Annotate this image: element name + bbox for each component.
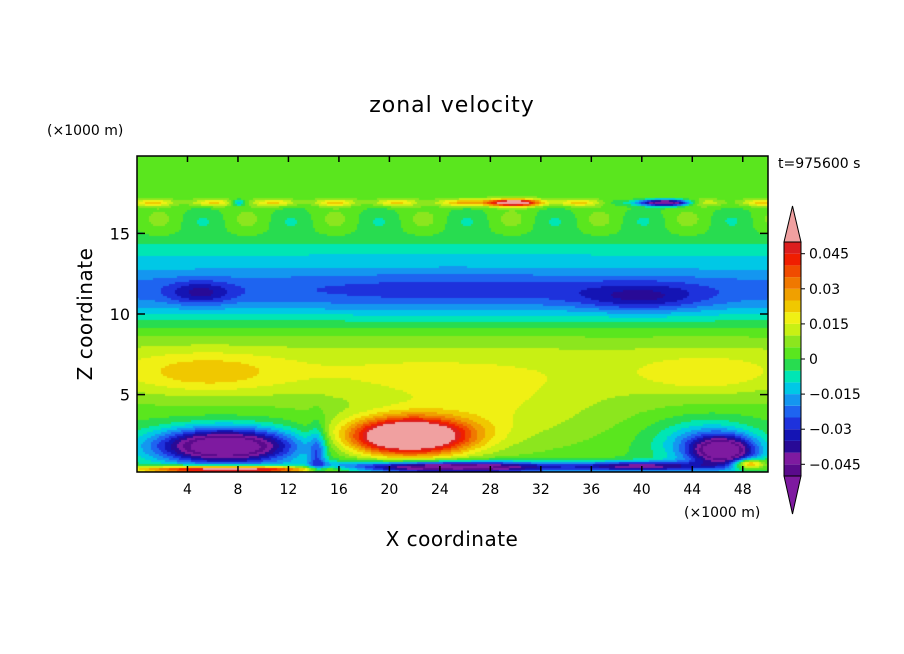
colorbar-segment	[784, 370, 801, 383]
colorbar-segment	[784, 312, 801, 324]
x-tick-label: 16	[330, 482, 348, 498]
x-tick-label: 32	[532, 482, 550, 498]
x-tick-label: 12	[280, 482, 298, 498]
colorbar-tick-label: 0.045	[809, 247, 849, 263]
colorbar-segment	[784, 405, 801, 418]
y-tick-label: 10	[110, 305, 130, 324]
x-axis-label: X coordinate	[386, 527, 519, 551]
x-units-label: (×1000 m)	[684, 505, 760, 521]
x-tick-label: 40	[633, 482, 651, 498]
colorbar-segment	[784, 359, 801, 371]
colorbar-segment	[784, 394, 801, 406]
colorbar-tick-label: −0.03	[809, 422, 852, 438]
colorbar-segment	[784, 464, 801, 476]
contour-field	[137, 156, 768, 472]
colorbar-under-arrow	[783, 475, 802, 515]
colorbar-segment	[784, 440, 801, 453]
colorbar-segment	[784, 417, 801, 430]
colorbar-segment	[784, 347, 801, 359]
colorbar-over-arrow	[783, 205, 802, 243]
colorbar-segment	[784, 277, 801, 289]
time-label: t=975600 s	[778, 156, 860, 172]
colorbar-tick-label: 0	[809, 352, 818, 368]
y-units-label: (×1000 m)	[47, 123, 123, 139]
colorbar-segment	[784, 242, 801, 254]
x-tick-label: 36	[582, 482, 600, 498]
colorbar-segment	[784, 288, 801, 301]
x-tick-label: 24	[431, 482, 449, 498]
x-axis-ticks: 4 8 12 16 20 24 28 32 36 40 44 48	[183, 156, 752, 498]
colorbar-segment	[784, 323, 801, 336]
colorbar: 0.045 0.03 0.015 0 −0.015 −0.03 −0.045	[783, 205, 861, 515]
colorbar-segment	[784, 300, 801, 313]
colorbar-tick-label: 0.015	[809, 317, 849, 333]
colorbar-segment	[784, 253, 801, 266]
x-tick-label: 28	[481, 482, 499, 498]
x-tick-label: 4	[183, 482, 192, 498]
colorbar-tick-label: −0.015	[809, 387, 861, 403]
colorbar-segment	[784, 452, 801, 465]
y-axis-label: Z coordinate	[73, 248, 97, 381]
colorbar-tick-label: 0.03	[809, 282, 840, 298]
colorbar-segment	[784, 335, 801, 348]
x-tick-label: 20	[380, 482, 398, 498]
colorbar-segment	[784, 265, 801, 278]
y-axis-ticks: 5 10 15	[110, 224, 768, 405]
x-tick-label: 8	[233, 482, 242, 498]
colorbar-segment	[784, 382, 801, 395]
colorbar-segment	[784, 429, 801, 441]
x-tick-label: 44	[683, 482, 701, 498]
colorbar-tick-label: −0.045	[809, 457, 861, 473]
x-tick-label: 48	[734, 482, 752, 498]
y-tick-label: 15	[110, 224, 130, 243]
y-tick-label: 5	[120, 386, 130, 405]
chart-title: zonal velocity	[369, 93, 535, 118]
